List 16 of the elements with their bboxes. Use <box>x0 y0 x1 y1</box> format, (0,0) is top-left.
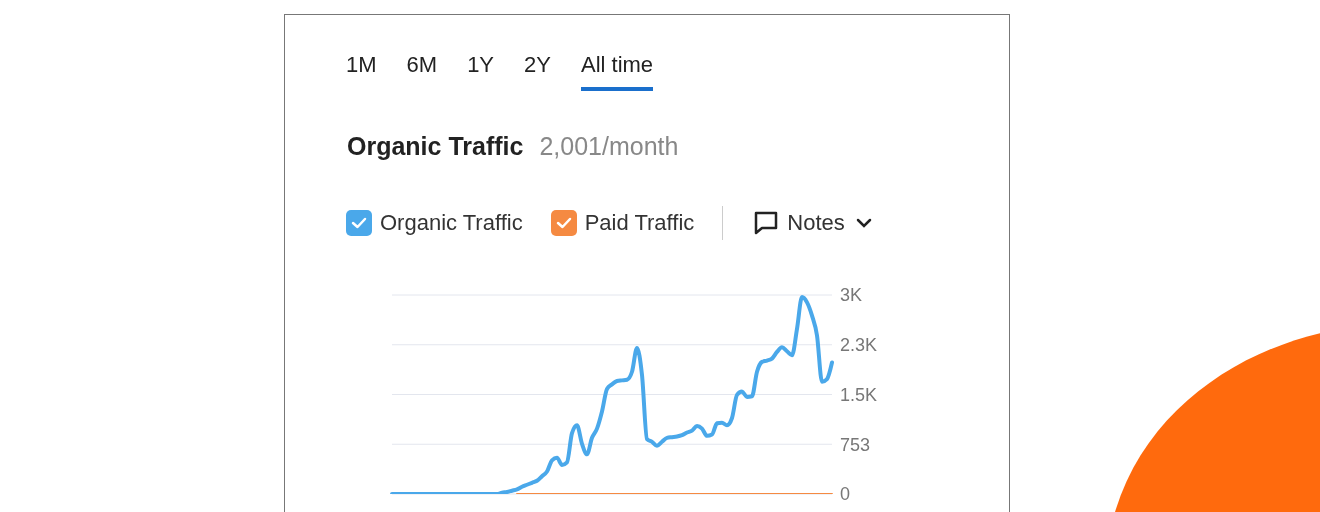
text: All time <box>580 52 654 77</box>
text: 2Y <box>524 52 551 77</box>
y-tick-label: 2.3K <box>840 335 878 356</box>
legend-label: Organic Traffic <box>380 210 523 236</box>
chart-title: Organic Traffic <box>347 132 524 160</box>
text: 6M <box>406 52 438 77</box>
line-series <box>390 295 834 494</box>
text: Notes <box>787 210 845 236</box>
y-tick-label: 0 <box>840 484 851 505</box>
text: 1Y <box>467 52 495 77</box>
text: 1M <box>346 52 377 77</box>
chart-subtitle: 2,001/month <box>539 132 679 160</box>
legend-label: Paid Traffic <box>584 210 695 236</box>
y-tick-label: 3K <box>840 285 863 306</box>
y-tick-label: 753 <box>840 434 871 455</box>
y-tick-label: 1.5K <box>840 384 878 405</box>
